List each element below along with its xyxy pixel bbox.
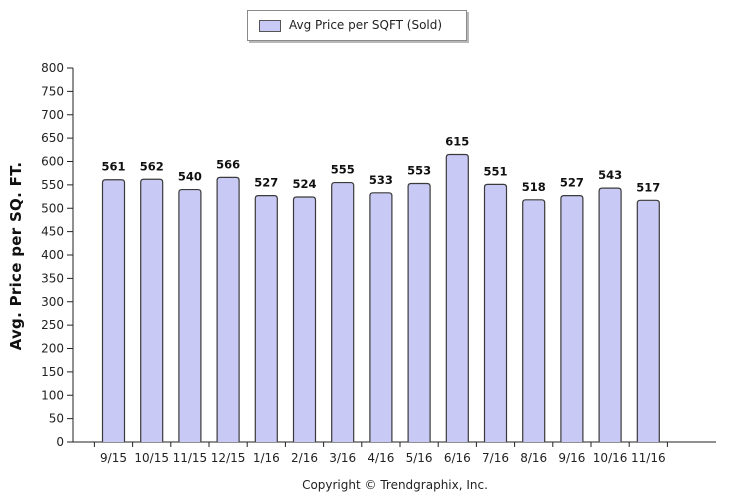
y-tick-label: 550: [41, 178, 64, 192]
bar: [560, 195, 584, 442]
bar: [331, 181, 355, 442]
y-tick-label: 400: [41, 248, 64, 262]
bar-value-label: 533: [369, 173, 393, 187]
bar: [369, 192, 393, 442]
y-tick-label: 0: [56, 435, 64, 449]
y-tick-label: 700: [41, 108, 64, 122]
legend-swatch: [259, 20, 281, 32]
x-tick-label: 4/16: [367, 451, 394, 465]
bar: [254, 195, 278, 442]
x-tick-label: 9/15: [100, 451, 127, 465]
y-tick-label: 350: [41, 271, 64, 285]
x-tick-label: 9/16: [558, 451, 585, 465]
x-tick-label: 8/16: [520, 451, 547, 465]
x-tick-label: 3/16: [329, 451, 356, 465]
bar: [483, 183, 508, 442]
bar-value-label: 543: [598, 168, 622, 182]
legend: Avg Price per SQFT (Sold): [247, 10, 467, 41]
x-tick-label: 11/16: [631, 451, 666, 465]
bar-value-label: 518: [522, 180, 546, 194]
y-tick-label: 250: [41, 318, 64, 332]
copyright-text: Copyright © Trendgraphix, Inc.: [302, 478, 488, 492]
x-tick-label: 1/16: [253, 451, 280, 465]
y-tick-label: 800: [41, 61, 64, 75]
bar: [216, 176, 240, 442]
bar: [407, 182, 431, 442]
bar: [140, 178, 164, 442]
bar-value-label: 553: [407, 163, 431, 177]
x-tick-label: 2/16: [291, 451, 318, 465]
bar-value-label: 551: [483, 164, 507, 178]
bar-value-label: 524: [292, 177, 316, 191]
x-tick-label: 6/16: [444, 451, 471, 465]
y-tick-label: 500: [41, 201, 64, 215]
x-tick-label: 5/16: [406, 451, 433, 465]
bar: [445, 153, 469, 442]
bar-value-label: 517: [636, 180, 660, 194]
y-tick-label: 300: [41, 295, 64, 309]
bar: [522, 199, 546, 442]
bar-value-label: 566: [216, 157, 240, 171]
x-tick-label: 10/15: [134, 451, 169, 465]
bar-value-label: 555: [331, 163, 355, 177]
x-tick-label: 11/15: [173, 451, 208, 465]
bar-value-label: 561: [101, 160, 125, 174]
bar: [292, 196, 317, 442]
bar-value-label: 562: [140, 159, 164, 173]
y-tick-label: 650: [41, 131, 64, 145]
bar-value-label: 615: [445, 134, 469, 148]
y-axis-label: Avg. Price per SQ. FT.: [7, 161, 25, 351]
bar: [598, 187, 622, 442]
y-tick-label: 100: [41, 388, 64, 402]
y-tick-label: 600: [41, 155, 64, 169]
y-tick-label: 450: [41, 225, 64, 239]
y-tick-label: 200: [41, 342, 64, 356]
y-tick-label: 750: [41, 84, 64, 98]
x-tick-label: 10/16: [593, 451, 628, 465]
x-tick-label: 12/15: [211, 451, 246, 465]
bar-value-label: 527: [560, 176, 584, 190]
bar: [636, 199, 660, 442]
bar-value-label: 540: [178, 170, 202, 184]
bar: [178, 188, 202, 442]
x-tick-label: 7/16: [482, 451, 509, 465]
legend-label: Avg Price per SQFT (Sold): [289, 18, 443, 32]
y-tick-label: 50: [49, 412, 64, 426]
y-tick-label: 150: [41, 365, 64, 379]
bar: [101, 179, 126, 442]
bar-value-label: 527: [254, 176, 278, 190]
